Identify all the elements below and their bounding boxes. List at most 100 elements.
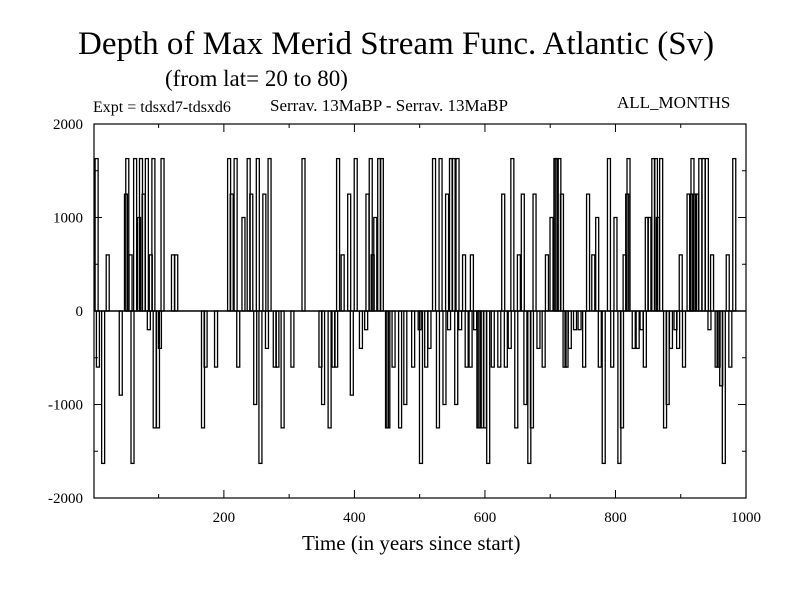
experiment-label: Expt = tdsxd7-tdsxd6 <box>93 99 231 116</box>
case-label: Serrav. 13MaBP - Serrav. 13MaBP <box>270 96 508 115</box>
bar-113 <box>559 193 565 312</box>
y-tick-label-1: 1000 <box>53 211 83 227</box>
bar-37 <box>264 310 270 350</box>
bar-30 <box>241 216 246 312</box>
bar-86 <box>469 254 475 312</box>
x-tick-label-3: 800 <box>604 510 627 526</box>
chart-title: Depth of Max Merid Stream Func. Atlantic… <box>78 26 715 62</box>
bar-22 <box>174 254 179 312</box>
bar-1 <box>95 310 101 368</box>
bar-91 <box>482 310 488 429</box>
bar-79 <box>451 157 456 312</box>
bar-34 <box>255 157 260 312</box>
bar-27 <box>229 193 234 312</box>
bar-104 <box>529 310 535 429</box>
bar-12 <box>141 193 146 312</box>
bar-136 <box>642 310 647 368</box>
x-axis-label: Time (in years since start) <box>302 531 521 555</box>
bar-43 <box>301 157 306 312</box>
bar-54 <box>358 310 364 350</box>
bar-144 <box>665 310 670 406</box>
bar-164 <box>725 254 730 312</box>
bar-32 <box>249 193 254 312</box>
bar-135 <box>639 310 644 331</box>
bar-0 <box>94 157 99 312</box>
chart-subtitle: (from lat= 20 to 80) <box>165 66 348 91</box>
bar-95 <box>501 193 506 312</box>
bar-157 <box>704 157 709 312</box>
period-label: ALL_MONTHS <box>617 93 731 112</box>
bar-50 <box>340 254 345 312</box>
bar-163 <box>721 310 726 465</box>
bar-126 <box>610 310 615 368</box>
bar-94 <box>497 310 502 368</box>
bar-138 <box>647 216 652 312</box>
bar-56 <box>365 193 370 312</box>
bar-59 <box>373 216 378 312</box>
bar-107 <box>541 310 546 368</box>
bar-74 <box>438 157 443 312</box>
y-tick-label-0: 2000 <box>53 117 83 133</box>
bar-118 <box>577 310 582 331</box>
bar-21 <box>170 254 176 312</box>
bar-85 <box>468 310 473 368</box>
bar-64 <box>391 310 396 368</box>
bar-53 <box>353 157 358 312</box>
bar-127 <box>613 216 618 312</box>
bar-105 <box>532 193 537 312</box>
bar-46 <box>327 310 332 429</box>
bar-48 <box>333 310 339 368</box>
bar-166 <box>732 157 737 312</box>
plot-frame <box>93 123 747 499</box>
bar-2 <box>100 310 106 465</box>
bar-99 <box>514 310 519 429</box>
bar-133 <box>631 310 636 350</box>
y-tick-label-3: -1000 <box>48 398 83 414</box>
y-tick-label-2: 0 <box>76 304 84 320</box>
bar-51 <box>347 193 352 312</box>
bar-17 <box>152 310 157 429</box>
bar-87 <box>472 310 478 331</box>
bar-96 <box>503 310 508 368</box>
bar-106 <box>536 310 541 350</box>
bar-38 <box>267 157 272 312</box>
bar-98 <box>510 157 515 312</box>
bar-75 <box>442 310 447 406</box>
bar-142 <box>659 157 664 312</box>
bar-165 <box>728 310 733 368</box>
bar-123 <box>597 310 602 368</box>
bar-45 <box>320 310 326 406</box>
bar-122 <box>595 216 600 312</box>
x-tick-label-1: 400 <box>343 510 366 526</box>
bar-117 <box>572 310 578 331</box>
bar-16 <box>151 157 156 312</box>
bar-145 <box>668 310 674 350</box>
bar-92 <box>486 310 491 465</box>
bar-35 <box>258 310 263 465</box>
bar-109 <box>549 216 554 312</box>
bar-70 <box>424 310 429 368</box>
bar-83 <box>461 254 467 312</box>
bar-28 <box>233 157 238 312</box>
bar-97 <box>507 310 512 350</box>
bar-20 <box>160 157 165 312</box>
bar-124 <box>601 310 606 465</box>
x-tick-label-2: 600 <box>474 510 497 526</box>
bar-72 <box>431 157 437 312</box>
bar-49 <box>335 157 341 312</box>
bar-71 <box>427 310 432 350</box>
bar-134 <box>635 310 640 350</box>
bar-76 <box>444 193 450 312</box>
bar-158 <box>707 310 712 331</box>
bar-13 <box>144 157 150 312</box>
bar-100 <box>516 254 522 312</box>
bar-42 <box>290 310 295 368</box>
bar-25 <box>213 310 219 368</box>
bar-14 <box>146 310 151 331</box>
bar-120 <box>585 193 591 312</box>
bar-84 <box>464 310 469 368</box>
bar-148 <box>678 254 683 312</box>
bar-65 <box>397 310 403 429</box>
bar-69 <box>418 310 424 465</box>
